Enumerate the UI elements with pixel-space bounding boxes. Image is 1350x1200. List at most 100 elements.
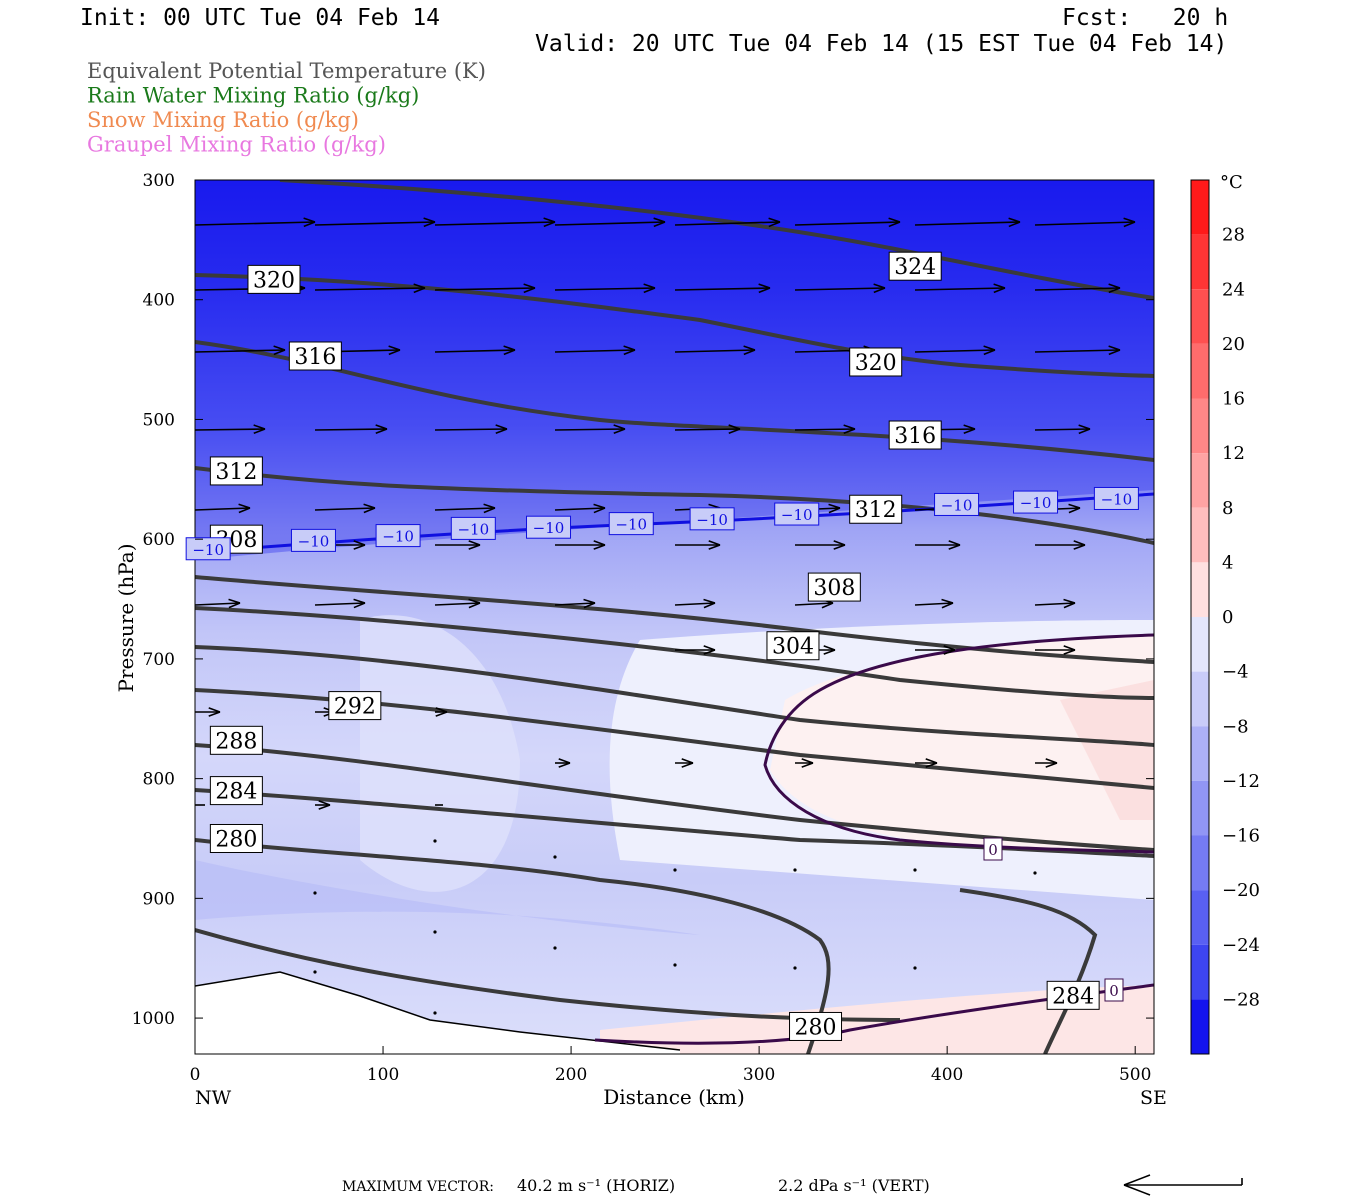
svg-text:320: 320: [855, 351, 897, 376]
wind-arrow: [675, 540, 721, 550]
plot-frame: [194, 179, 1155, 1055]
y-tick-label: 700: [143, 650, 175, 670]
svg-text:−10: −10: [1101, 490, 1133, 508]
wind-arrow: [674, 345, 756, 356]
isotherm-label: −10: [1093, 486, 1139, 510]
max-vector-caption: MAXIMUM VECTOR:: [342, 1179, 494, 1195]
x-axis-label: Distance (km): [603, 1085, 745, 1109]
wind-arrow: [314, 217, 436, 228]
wind-arrow: [914, 598, 954, 609]
wind-arrow: [195, 707, 221, 717]
theta-e-label: 280: [789, 1011, 843, 1041]
x-end-right: SE: [1140, 1087, 1167, 1109]
wind-arrow: [795, 758, 814, 768]
isotherm-label: −10: [934, 492, 980, 516]
wind-arrow-calm: [553, 855, 557, 859]
colorbar-segment: [1191, 671, 1209, 727]
legend-entry: Snow Mixing Ratio (g/kg): [87, 108, 359, 132]
theta-e-label: 324: [888, 251, 942, 281]
colorbar-segment: [1191, 944, 1209, 1000]
y-tick-label: 1000: [132, 1009, 175, 1029]
wind-arrow-calm: [1033, 871, 1037, 875]
colorbar-segment: [1191, 835, 1209, 891]
colorbar-tick-label: 0: [1222, 607, 1233, 628]
svg-text:0: 0: [988, 841, 998, 859]
svg-text:−10: −10: [382, 528, 414, 546]
svg-text:−10: −10: [696, 511, 728, 529]
wind-arrow: [194, 598, 241, 609]
svg-text:280: 280: [795, 1015, 837, 1040]
wind-arrow: [674, 283, 771, 294]
y-tick-label: 900: [143, 889, 175, 909]
svg-text:−10: −10: [457, 520, 489, 538]
wind-arrow-calm: [673, 963, 677, 967]
svg-text:284: 284: [215, 780, 257, 805]
colorbar-tick-label: 12: [1222, 443, 1245, 464]
isotherm-label: −10: [1013, 490, 1059, 514]
colorbar-segment: [1191, 890, 1209, 945]
wind-arrow: [914, 217, 1021, 228]
isotherm-labels: −10 −10 −10 −10 −10 −10 −10 −10 −10 −10 −10 0 0: [185, 486, 1139, 1002]
theta-e-label: 292: [328, 691, 382, 721]
wind-arrow: [674, 217, 781, 228]
isotherm-label: −10: [290, 528, 336, 552]
wind-arrow: [555, 540, 606, 550]
theta-e-label: 284: [1046, 980, 1100, 1010]
colorbar-tick-label: −16: [1222, 826, 1260, 847]
wind-arrow: [194, 345, 286, 356]
svg-text:−10: −10: [781, 506, 813, 524]
svg-text:316: 316: [894, 424, 936, 449]
theta-e-label: 280: [209, 823, 263, 853]
wind-arrow: [554, 424, 626, 435]
axes: 300 400 500 600 700 800 900 1000 0 100 200 300 400 50…: [114, 171, 1167, 1109]
wind-arrow: [794, 424, 856, 435]
wind-arrow-calm: [793, 868, 797, 872]
wind-arrow-calm: [793, 966, 797, 970]
x-tick-label: 0: [190, 1065, 201, 1085]
colorbar-tick-label: 24: [1222, 279, 1245, 300]
colorbar-segment: [1191, 180, 1209, 235]
wind-arrow: [434, 283, 536, 294]
y-tick-label: 600: [143, 530, 175, 550]
x-tick-label: 400: [931, 1065, 963, 1085]
colorbar-unit: °C: [1220, 172, 1243, 193]
wind-arrow: [434, 217, 556, 228]
colorbar-segment: [1191, 289, 1209, 344]
y-tick-label: 500: [143, 410, 175, 430]
wind-arrow: [794, 283, 886, 294]
svg-text:−10: −10: [615, 516, 647, 534]
colorbar-tick-label: −28: [1222, 989, 1260, 1010]
legend-entry: Equivalent Potential Temperature (K): [87, 59, 486, 83]
valid-time: Valid: 20 UTC Tue 04 Feb 14 (15 EST Tue …: [535, 31, 1228, 57]
wind-arrow: [554, 217, 666, 228]
wind-arrow: [1034, 424, 1091, 435]
svg-text:−10: −10: [533, 519, 565, 537]
colorbar-segment: [1191, 617, 1209, 672]
wind-arrow: [555, 758, 571, 768]
svg-text:−10: −10: [298, 532, 330, 550]
wind-arrow: [914, 283, 1006, 294]
colorbar-tick-label: 8: [1222, 498, 1233, 519]
x-tick-label: 200: [555, 1065, 587, 1085]
x-end-left: NW: [195, 1087, 232, 1109]
wind-arrow: [434, 598, 481, 609]
wind-arrow: [194, 217, 316, 228]
svg-text:−10: −10: [941, 496, 973, 514]
wind-arrow: [314, 424, 388, 435]
colorbar-tick-label: 16: [1222, 389, 1245, 410]
forecast-hour: Fcst: 20 h: [1062, 5, 1229, 31]
colorbar-tick-label: −4: [1222, 662, 1249, 683]
wind-arrow: [435, 540, 481, 550]
svg-text:320: 320: [253, 268, 295, 293]
legend: Equivalent Potential Temperature (K)Rain…: [87, 59, 486, 157]
wind-arrow: [434, 345, 516, 356]
isotherm-label: −10: [689, 507, 735, 531]
colorbar-segment: [1191, 562, 1209, 617]
wind-arrow: [314, 503, 376, 514]
y-tick-label: 800: [143, 770, 175, 790]
svg-text:304: 304: [772, 635, 814, 660]
wind-arrow: [554, 345, 636, 356]
svg-text:280: 280: [215, 827, 257, 852]
wind-arrow: [315, 800, 331, 810]
